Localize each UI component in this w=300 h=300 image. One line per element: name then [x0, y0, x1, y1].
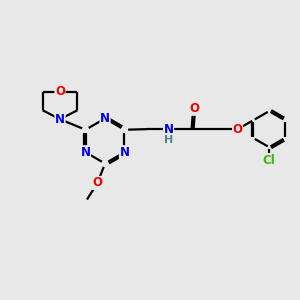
Text: O: O: [189, 102, 199, 115]
Text: O: O: [55, 85, 65, 98]
Text: O: O: [232, 123, 243, 136]
Text: N: N: [55, 113, 65, 126]
Text: O: O: [92, 176, 103, 190]
Text: H: H: [164, 135, 173, 145]
Text: N: N: [100, 112, 110, 125]
Text: N: N: [80, 146, 91, 159]
Text: N: N: [119, 146, 130, 159]
Text: N: N: [164, 123, 174, 136]
Text: Cl: Cl: [263, 154, 275, 166]
